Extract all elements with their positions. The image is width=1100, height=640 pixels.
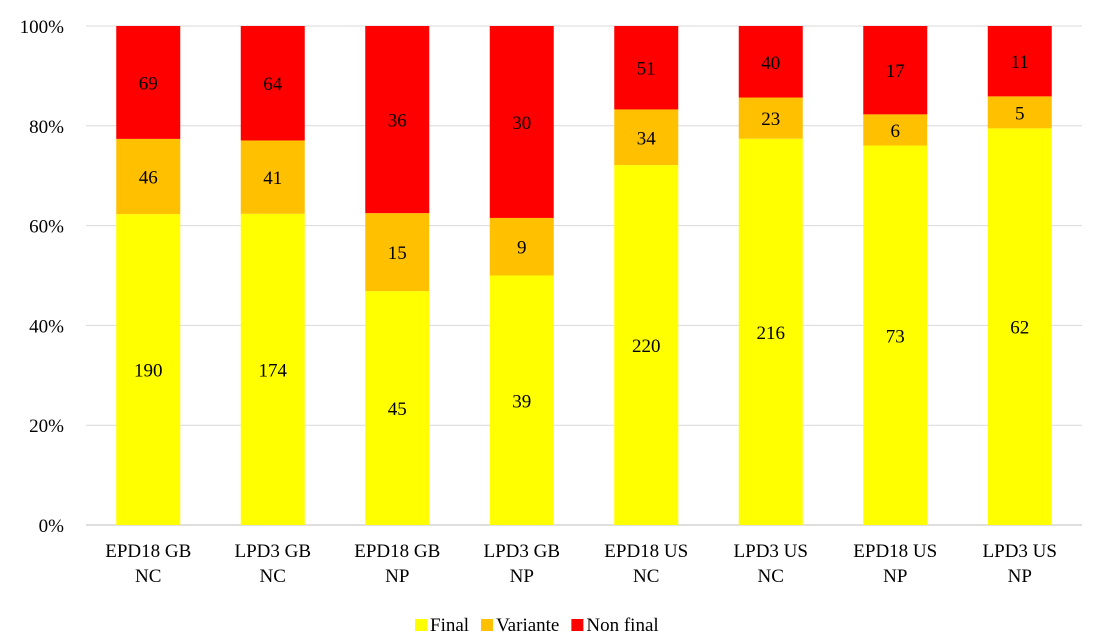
x-tick-label: NC xyxy=(135,566,161,587)
bar-segment-variante xyxy=(240,140,305,214)
data-label: 41 xyxy=(263,168,282,189)
x-tick-label: NP xyxy=(510,566,534,587)
data-label: 73 xyxy=(886,326,905,347)
data-label: 45 xyxy=(388,399,407,420)
data-label: 39 xyxy=(512,391,531,412)
data-label: 5 xyxy=(1015,103,1025,124)
data-label: 51 xyxy=(637,59,656,80)
legend-label: Variante xyxy=(496,615,559,636)
bar-segment-final xyxy=(614,165,679,526)
x-tick-label: LPD3 GB xyxy=(234,541,311,562)
bar-segment-non-final xyxy=(365,26,430,214)
bar-segment-final xyxy=(116,214,181,526)
x-tick-label: LPD3 GB xyxy=(483,541,560,562)
legend-swatch xyxy=(415,619,427,631)
bar-segment-variante xyxy=(987,96,1052,129)
bar-segment-variante xyxy=(738,97,803,139)
data-label: 9 xyxy=(517,238,527,259)
data-labels: 190 46 69 174 41 64 45 15 36 39 9 30 220 34 51 216 23 40 7… xyxy=(134,52,1029,420)
data-label: 34 xyxy=(637,128,657,149)
bar-segment-final xyxy=(240,213,305,525)
y-tick-label: 80% xyxy=(29,117,64,138)
legend-label: Non final xyxy=(586,615,658,636)
x-tick-label: NP xyxy=(883,566,907,587)
data-label: 62 xyxy=(1010,318,1029,339)
data-label: 40 xyxy=(761,53,780,74)
bar-segment-non-final xyxy=(987,26,1052,97)
bars xyxy=(116,26,1052,526)
data-label: 174 xyxy=(259,360,288,381)
legend-swatch xyxy=(481,619,494,631)
bar-segment-non-final xyxy=(116,26,181,139)
bar-segment-variante xyxy=(116,138,181,215)
bar-segment-non-final xyxy=(240,26,305,141)
bar-segment-variante xyxy=(863,114,928,146)
y-tick-label: 100% xyxy=(20,17,65,38)
x-tick-label: LPD3 US xyxy=(983,541,1057,562)
data-label: 36 xyxy=(388,111,407,132)
x-tick-label: NP xyxy=(1008,566,1032,587)
x-axis: EPD18 GB NC LPD3 GB NC EPD18 GB NP LPD3 GB NP EP… xyxy=(105,541,1057,587)
bar-segment-variante xyxy=(489,217,554,276)
x-tick-label: EPD18 US xyxy=(853,541,937,562)
data-label: 30 xyxy=(512,113,531,134)
bar-segment-non-final xyxy=(863,26,928,115)
x-tick-label: NC xyxy=(260,566,286,587)
gridlines xyxy=(86,25,1082,526)
legend: Final Variante Non final xyxy=(415,615,659,636)
bar-segment-final xyxy=(489,275,554,525)
data-label: 190 xyxy=(134,361,163,382)
data-label: 11 xyxy=(1011,52,1029,73)
x-tick-label: EPD18 GB xyxy=(105,541,191,562)
data-label: 17 xyxy=(886,61,905,82)
bar-segment-final xyxy=(987,128,1052,525)
legend-swatch xyxy=(571,619,584,631)
y-tick-label: 40% xyxy=(29,316,64,337)
data-label: 216 xyxy=(757,323,786,344)
y-tick-label: 60% xyxy=(29,217,64,238)
bar-segment-non-final xyxy=(489,26,554,218)
x-tick-label: LPD3 US xyxy=(734,541,808,562)
legend-label: Final xyxy=(430,615,469,636)
bar-segment-non-final xyxy=(614,26,679,110)
x-tick-label: NC xyxy=(633,566,659,587)
x-tick-label: EPD18 GB xyxy=(354,541,440,562)
y-axis: 0% 20% 40% 60% 80% 100% xyxy=(20,17,65,537)
bar-segment-final xyxy=(738,138,803,525)
data-label: 46 xyxy=(139,168,158,189)
bar-segment-final xyxy=(863,145,928,526)
bar-segment-non-final xyxy=(738,26,803,98)
data-label: 220 xyxy=(632,336,661,357)
y-tick-label: 20% xyxy=(29,416,64,437)
bar-segment-variante xyxy=(614,109,679,166)
bar-segment-variante xyxy=(365,213,430,292)
x-tick-label: EPD18 US xyxy=(604,541,688,562)
data-label: 23 xyxy=(761,109,780,130)
data-label: 69 xyxy=(139,73,158,94)
bar-segment-final xyxy=(365,291,430,525)
data-label: 64 xyxy=(263,74,283,95)
x-tick-label: NC xyxy=(758,566,784,587)
x-tick-label: NP xyxy=(385,566,409,587)
data-label: 15 xyxy=(388,243,407,264)
data-label: 6 xyxy=(891,121,901,142)
y-tick-label: 0% xyxy=(39,516,65,537)
